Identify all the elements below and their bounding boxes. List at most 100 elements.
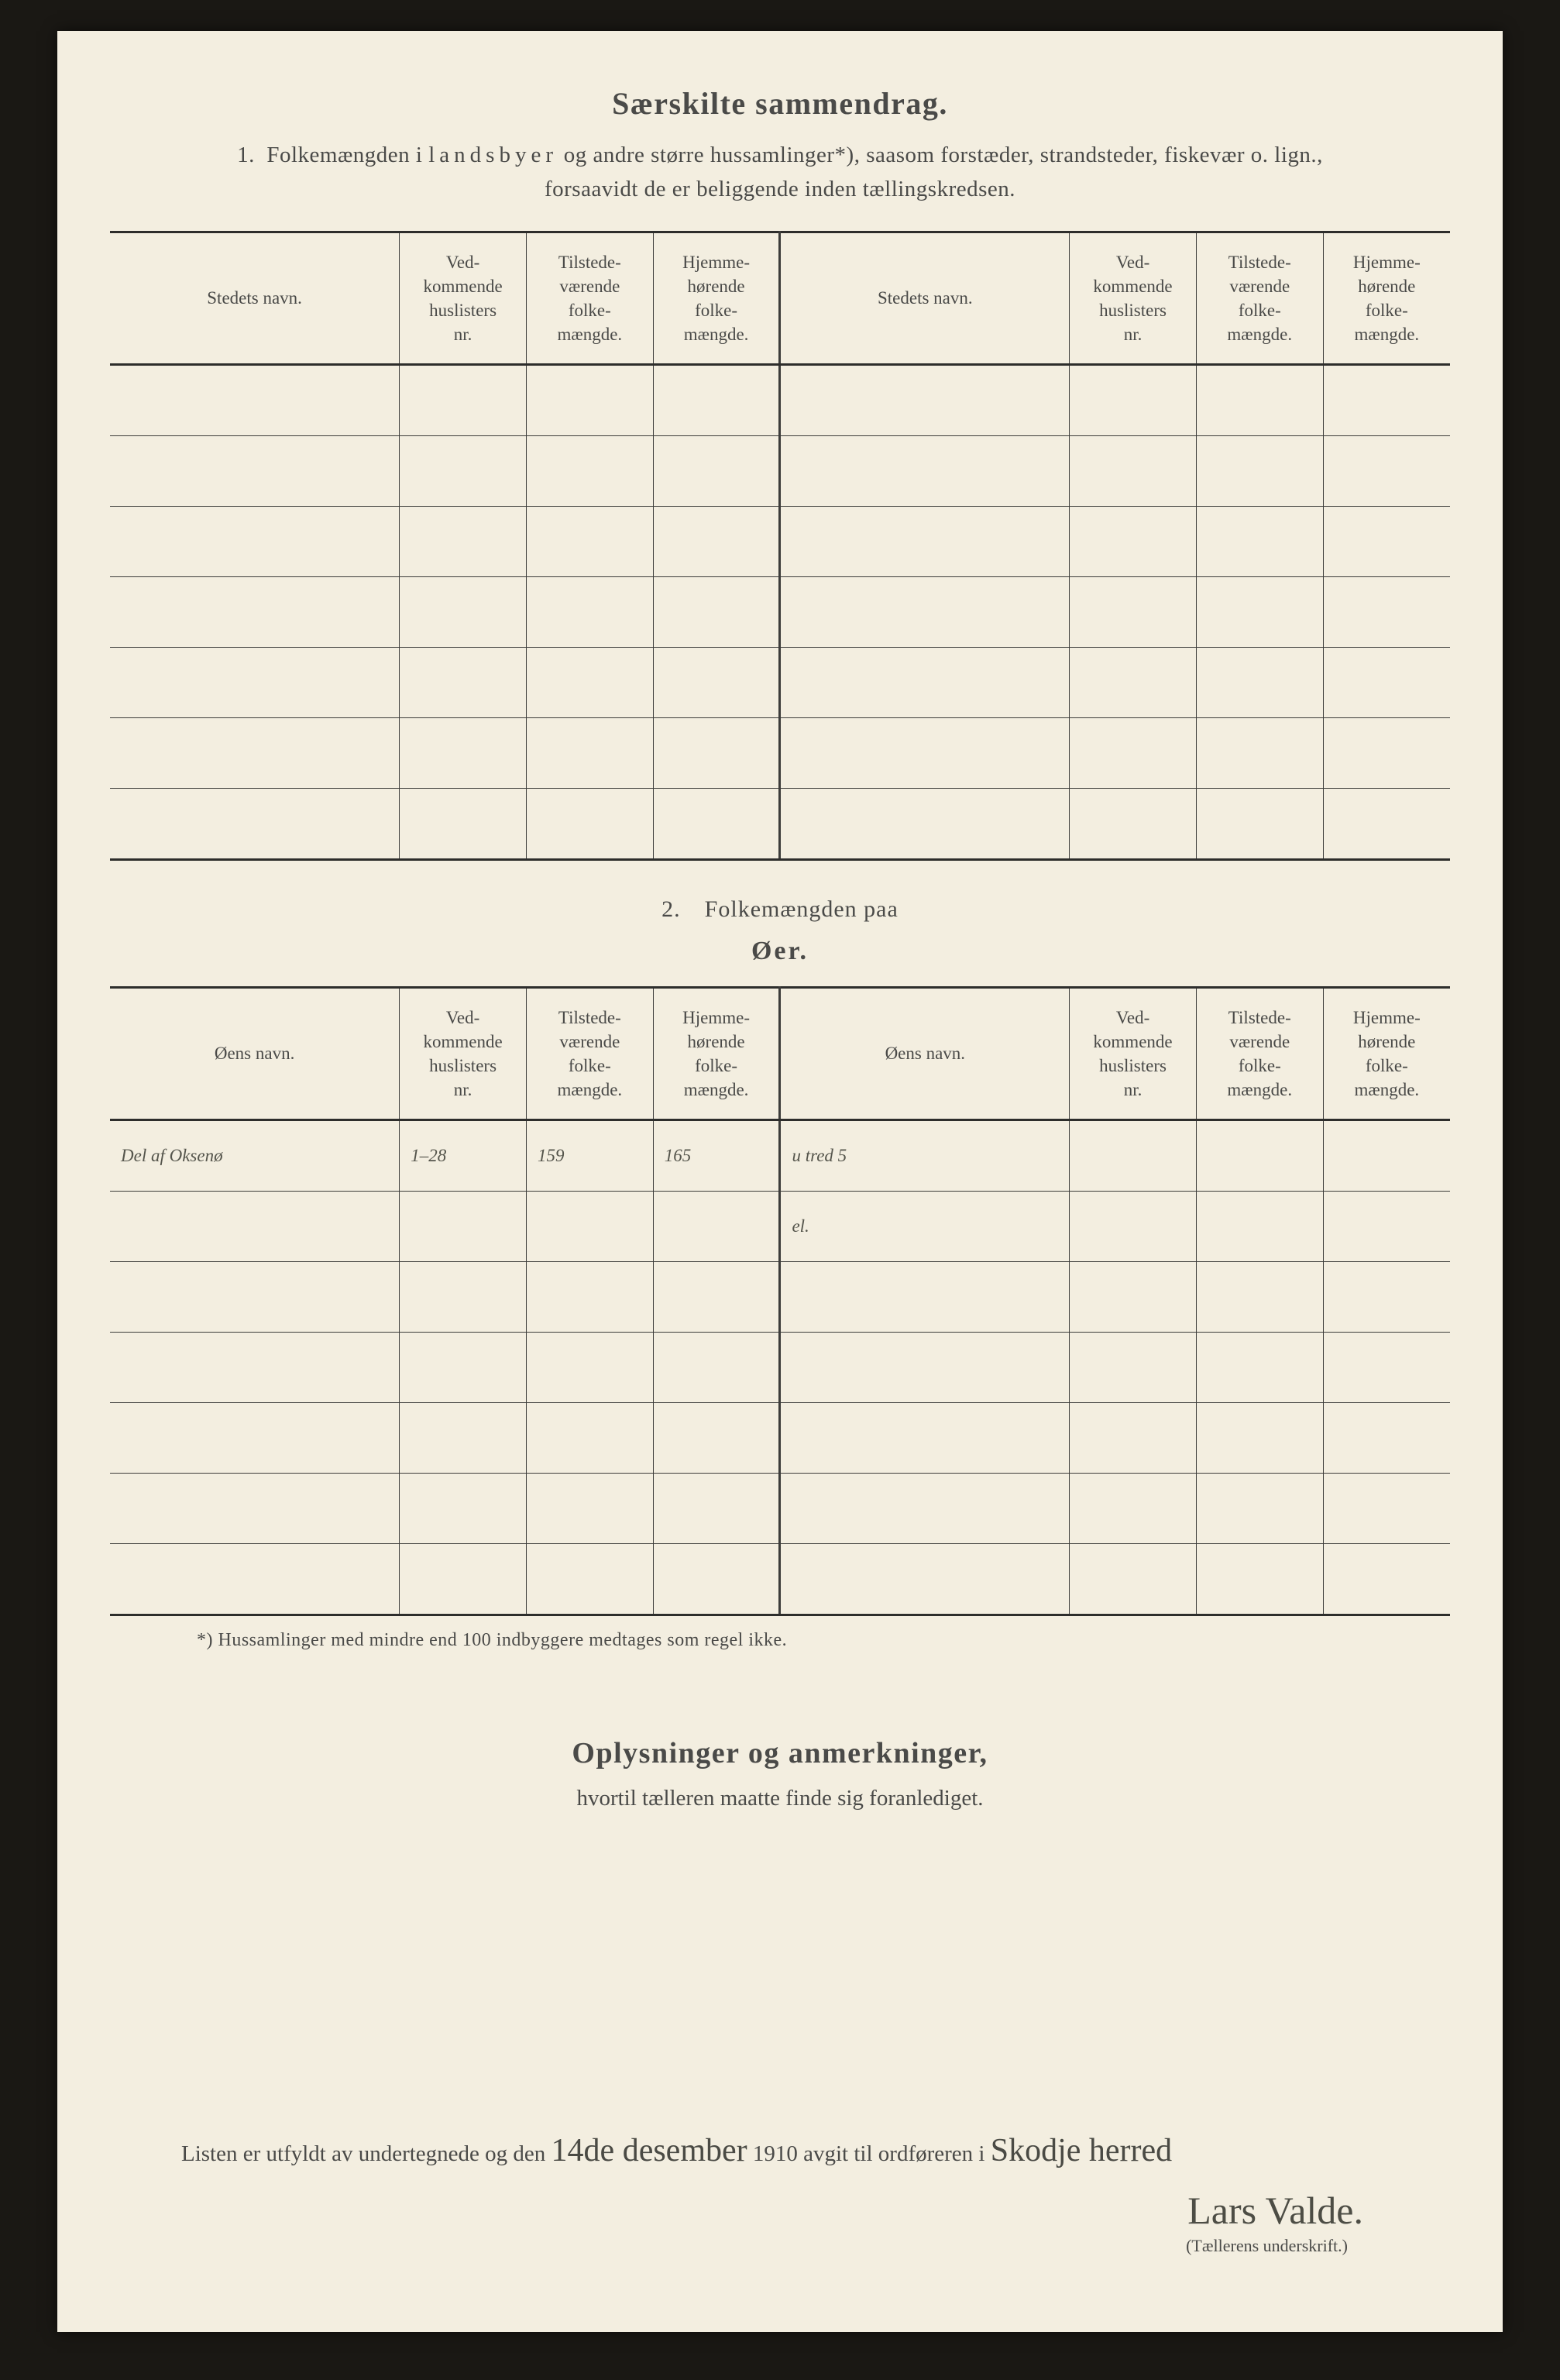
table-cell bbox=[400, 1403, 527, 1474]
table-cell bbox=[1196, 1403, 1323, 1474]
table-cell bbox=[400, 718, 527, 789]
th-huslister-right: Ved- kommende huslisters nr. bbox=[1070, 232, 1197, 365]
table-cell bbox=[653, 1403, 780, 1474]
table-cell bbox=[1323, 577, 1450, 648]
section1-intro: 1. Folkemængden i landsbyer og andre stø… bbox=[158, 139, 1402, 206]
table-cell bbox=[400, 1333, 527, 1403]
table-cell bbox=[780, 365, 1070, 436]
table-cell bbox=[526, 1474, 653, 1544]
table-row bbox=[110, 789, 1450, 860]
table-cell bbox=[1070, 1262, 1197, 1333]
table-cell bbox=[653, 507, 780, 577]
signature-caption: (Tællerens underskrift.) bbox=[1186, 2236, 1348, 2256]
table-cell bbox=[110, 1403, 400, 1474]
th-hjemme-right: Hjemme- hørende folke- mængde. bbox=[1323, 232, 1450, 365]
table-cell bbox=[110, 789, 400, 860]
table-cell bbox=[1070, 436, 1197, 507]
table-cell bbox=[110, 648, 400, 718]
table-cell bbox=[1196, 1120, 1323, 1192]
remarks-heading: Oplysninger og anmerkninger, bbox=[57, 1736, 1503, 1770]
table-cell bbox=[1070, 577, 1197, 648]
table-cell bbox=[780, 718, 1070, 789]
table-cell bbox=[1070, 1403, 1197, 1474]
th-tilstede-left: Tilstede- værende folke- mængde. bbox=[526, 232, 653, 365]
table-row bbox=[110, 1544, 1450, 1615]
table-row bbox=[110, 1403, 1450, 1474]
table-cell bbox=[526, 365, 653, 436]
th-hjemme-right2: Hjemme- hørende folke- mængde. bbox=[1323, 988, 1450, 1120]
table-cell bbox=[1070, 1120, 1197, 1192]
table-cell bbox=[400, 436, 527, 507]
table-cell bbox=[1070, 1474, 1197, 1544]
section2-heading: 2. Folkemængden paa Øer. bbox=[57, 896, 1503, 966]
census-form-sheet: Særskilte sammendrag. 1. Folkemængden i … bbox=[57, 31, 1503, 2332]
table-cell bbox=[1070, 789, 1197, 860]
table-cell bbox=[653, 436, 780, 507]
table-cell bbox=[110, 365, 400, 436]
table-cell bbox=[653, 718, 780, 789]
table-row: Del af Oksenø1–28159165u tred 5 bbox=[110, 1120, 1450, 1192]
th-island-name-left: Øens navn. bbox=[110, 988, 400, 1120]
table-cell bbox=[1323, 1120, 1450, 1192]
table-cell bbox=[110, 577, 400, 648]
table-cell bbox=[653, 789, 780, 860]
table-cell bbox=[780, 648, 1070, 718]
intro-spaced-word: landsbyer bbox=[428, 143, 558, 167]
table-cell bbox=[1323, 648, 1450, 718]
table-row bbox=[110, 507, 1450, 577]
th-tilstede-right2: Tilstede- værende folke- mængde. bbox=[1196, 988, 1323, 1120]
th-place-name-left: Stedets navn. bbox=[110, 232, 400, 365]
table-cell bbox=[1196, 365, 1323, 436]
table-cell bbox=[653, 365, 780, 436]
table-cell bbox=[653, 1192, 780, 1262]
table-cell bbox=[1196, 1474, 1323, 1544]
table-cell bbox=[1196, 507, 1323, 577]
table-row bbox=[110, 1262, 1450, 1333]
table-cell bbox=[1070, 1544, 1197, 1615]
hw-tilstede: 159 bbox=[526, 1120, 653, 1192]
table-cell bbox=[653, 1333, 780, 1403]
intro-line2: forsaavidt de er beliggende inden tællin… bbox=[545, 177, 1015, 201]
table-cell bbox=[780, 577, 1070, 648]
table-cell bbox=[780, 507, 1070, 577]
table-cell bbox=[400, 648, 527, 718]
footnote: *) Hussamlinger med mindre end 100 indby… bbox=[197, 1630, 1503, 1651]
intro-text-a: Folkemængden i bbox=[266, 143, 428, 167]
table-cell bbox=[526, 1262, 653, 1333]
table-cell bbox=[1070, 1192, 1197, 1262]
table-row bbox=[110, 648, 1450, 718]
table-cell bbox=[1323, 789, 1450, 860]
table-row bbox=[110, 577, 1450, 648]
sig-date-handwritten: 14de desember bbox=[551, 2132, 747, 2169]
table-cell bbox=[526, 577, 653, 648]
sig-pre: Listen er utfyldt av undertegnede og den bbox=[181, 2141, 551, 2166]
intro-number: 1. bbox=[237, 143, 255, 167]
table-cell bbox=[526, 789, 653, 860]
table-cell bbox=[526, 1403, 653, 1474]
table-cell bbox=[780, 1262, 1070, 1333]
table-cell bbox=[653, 1544, 780, 1615]
table-cell bbox=[653, 577, 780, 648]
table-islands: Øens navn. Ved- kommende huslisters nr. … bbox=[110, 986, 1450, 1616]
table-cell bbox=[110, 507, 400, 577]
table-cell bbox=[653, 1262, 780, 1333]
table-cell bbox=[653, 648, 780, 718]
table-row: el. bbox=[110, 1192, 1450, 1262]
table-cell bbox=[400, 1544, 527, 1615]
table-cell bbox=[1070, 648, 1197, 718]
table-cell bbox=[780, 1333, 1070, 1403]
hw-huslister: 1–28 bbox=[400, 1120, 527, 1192]
hw-hjemme: 165 bbox=[653, 1120, 780, 1192]
table-cell bbox=[1196, 1262, 1323, 1333]
table-cell bbox=[526, 1544, 653, 1615]
table-cell bbox=[1323, 1333, 1450, 1403]
table-cell bbox=[1196, 1192, 1323, 1262]
sig-mid: 1910 avgit til ordføreren i bbox=[753, 2141, 991, 2166]
hw-right-note: u tred 5 bbox=[780, 1120, 1070, 1192]
table-cell bbox=[110, 1262, 400, 1333]
th-huslister-left: Ved- kommende huslisters nr. bbox=[400, 232, 527, 365]
table-cell bbox=[1323, 1544, 1450, 1615]
table-cell bbox=[1196, 1333, 1323, 1403]
table-row bbox=[110, 718, 1450, 789]
section2-line2: Øer. bbox=[57, 937, 1503, 966]
